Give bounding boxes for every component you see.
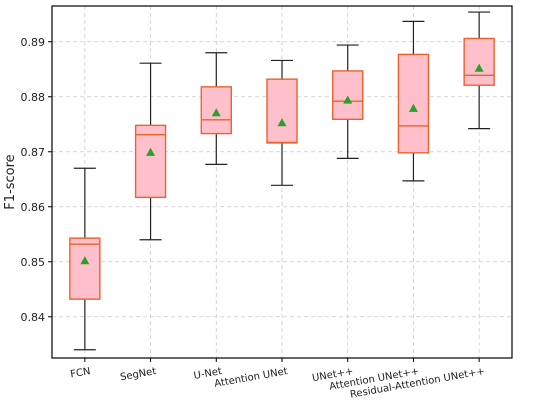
mean-marker <box>277 118 287 127</box>
box-iqr <box>332 70 364 121</box>
box-iqr <box>266 78 298 144</box>
y-tick-label: 0.85 <box>21 256 46 269</box>
y-tick-label: 0.87 <box>21 146 46 159</box>
mean-marker <box>343 95 353 104</box>
y-axis-label: F1-score <box>3 154 18 209</box>
mean-marker <box>211 108 221 117</box>
x-tick-label: SegNet <box>119 366 157 383</box>
box-group <box>69 167 101 351</box>
x-tick-label: FCN <box>70 366 92 380</box>
box-group <box>463 11 495 130</box>
x-tick-label: U-Net <box>193 366 223 382</box>
box-iqr <box>397 53 430 154</box>
box-group <box>397 20 430 182</box>
mean-marker <box>80 256 90 265</box>
box-iqr <box>134 124 167 199</box>
box-iqr <box>200 86 232 135</box>
y-tick-label: 0.86 <box>21 201 46 214</box>
box-group <box>200 52 232 165</box>
x-tick-label: Attention UNet <box>214 366 289 390</box>
mean-marker <box>408 103 418 112</box>
box-layer <box>69 11 495 351</box>
y-tick-label: 0.84 <box>21 311 46 324</box>
box-group <box>266 59 298 186</box>
box-iqr <box>69 237 101 300</box>
y-tick-label: 0.88 <box>21 91 46 104</box>
y-tick-label: 0.89 <box>21 36 46 49</box>
box-group <box>332 44 364 159</box>
box-iqr <box>463 37 495 86</box>
mean-marker <box>474 63 484 72</box>
box-group <box>134 62 167 241</box>
mean-marker <box>146 147 156 156</box>
